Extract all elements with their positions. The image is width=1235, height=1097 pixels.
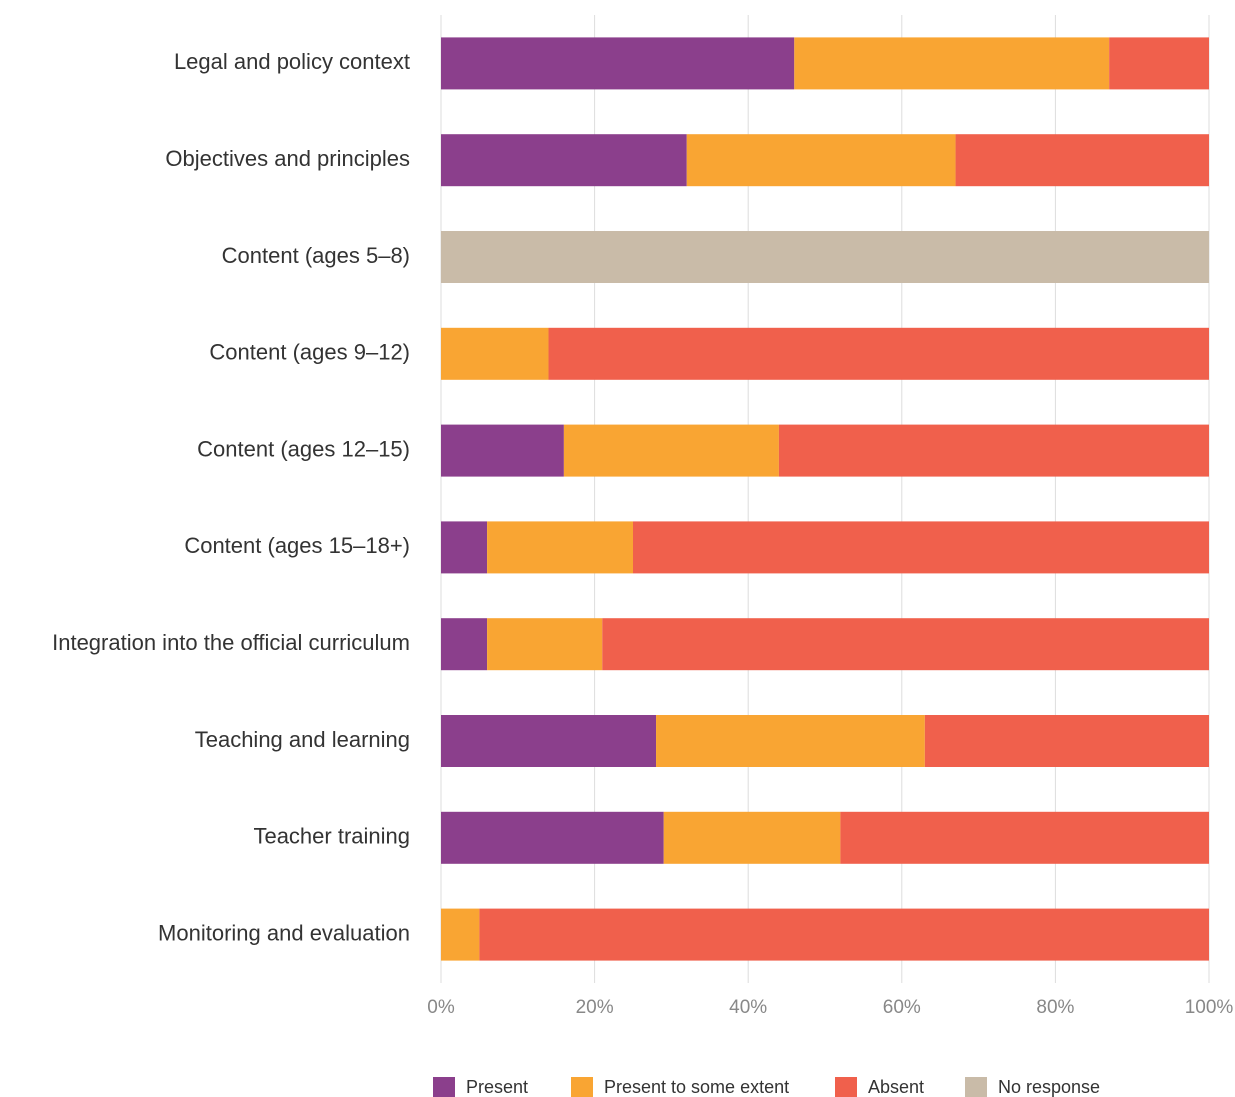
legend-label: Present	[466, 1077, 528, 1097]
bar-segment	[441, 37, 795, 90]
bar-segment	[686, 134, 956, 187]
bar-segment	[1109, 37, 1209, 90]
y-tick-label: Content (ages 5–8)	[222, 243, 410, 268]
legend-label: Absent	[868, 1077, 924, 1097]
legend-label: Present to some extent	[604, 1077, 789, 1097]
bar-segment	[441, 715, 657, 767]
bar-segment	[548, 327, 1209, 380]
bar-segment	[441, 908, 480, 961]
bar-segment	[441, 618, 488, 671]
bar-segment	[487, 521, 633, 574]
legend-label: No response	[998, 1077, 1100, 1097]
legend-swatch	[433, 1077, 455, 1097]
bar-segment	[663, 811, 841, 864]
bar-segment	[794, 37, 1110, 90]
bar-segment	[778, 424, 1209, 477]
bar-segment	[602, 618, 1209, 671]
bar-segment	[479, 908, 1209, 961]
bar-segment	[840, 811, 1209, 864]
legend-swatch	[835, 1077, 857, 1097]
legend-swatch	[965, 1077, 987, 1097]
x-tick-label: 40%	[729, 997, 767, 1018]
bar-segment	[563, 424, 779, 477]
bar-segment	[656, 715, 925, 767]
bar-segment	[633, 521, 1209, 574]
bar-segment	[955, 134, 1209, 187]
y-tick-label: Monitoring and evaluation	[158, 920, 410, 945]
x-tick-label: 60%	[883, 997, 921, 1018]
x-tick-label: 0%	[427, 997, 455, 1018]
bar-segment	[441, 327, 549, 380]
y-tick-label: Legal and policy context	[174, 49, 410, 74]
y-tick-label: Teacher training	[253, 824, 410, 849]
x-tick-label: 20%	[576, 997, 614, 1018]
y-tick-label: Integration into the official curriculum	[52, 630, 410, 655]
legend-swatch	[571, 1077, 593, 1097]
bar-segment	[441, 424, 564, 477]
y-tick-label: Teaching and learning	[195, 727, 410, 752]
y-tick-label: Content (ages 9–12)	[209, 340, 410, 365]
bar-segment	[441, 811, 664, 864]
y-tick-label: Objectives and principles	[165, 146, 410, 171]
x-tick-label: 80%	[1036, 997, 1074, 1018]
x-tick-label: 100%	[1185, 997, 1234, 1018]
y-tick-label: Content (ages 15–18+)	[184, 533, 410, 558]
bar-segment	[441, 134, 687, 187]
bar-segment	[441, 521, 488, 574]
bar-segment	[924, 715, 1209, 767]
y-tick-label: Content (ages 12–15)	[197, 436, 410, 461]
bar-segment	[441, 231, 1209, 283]
bar-segment	[487, 618, 603, 671]
